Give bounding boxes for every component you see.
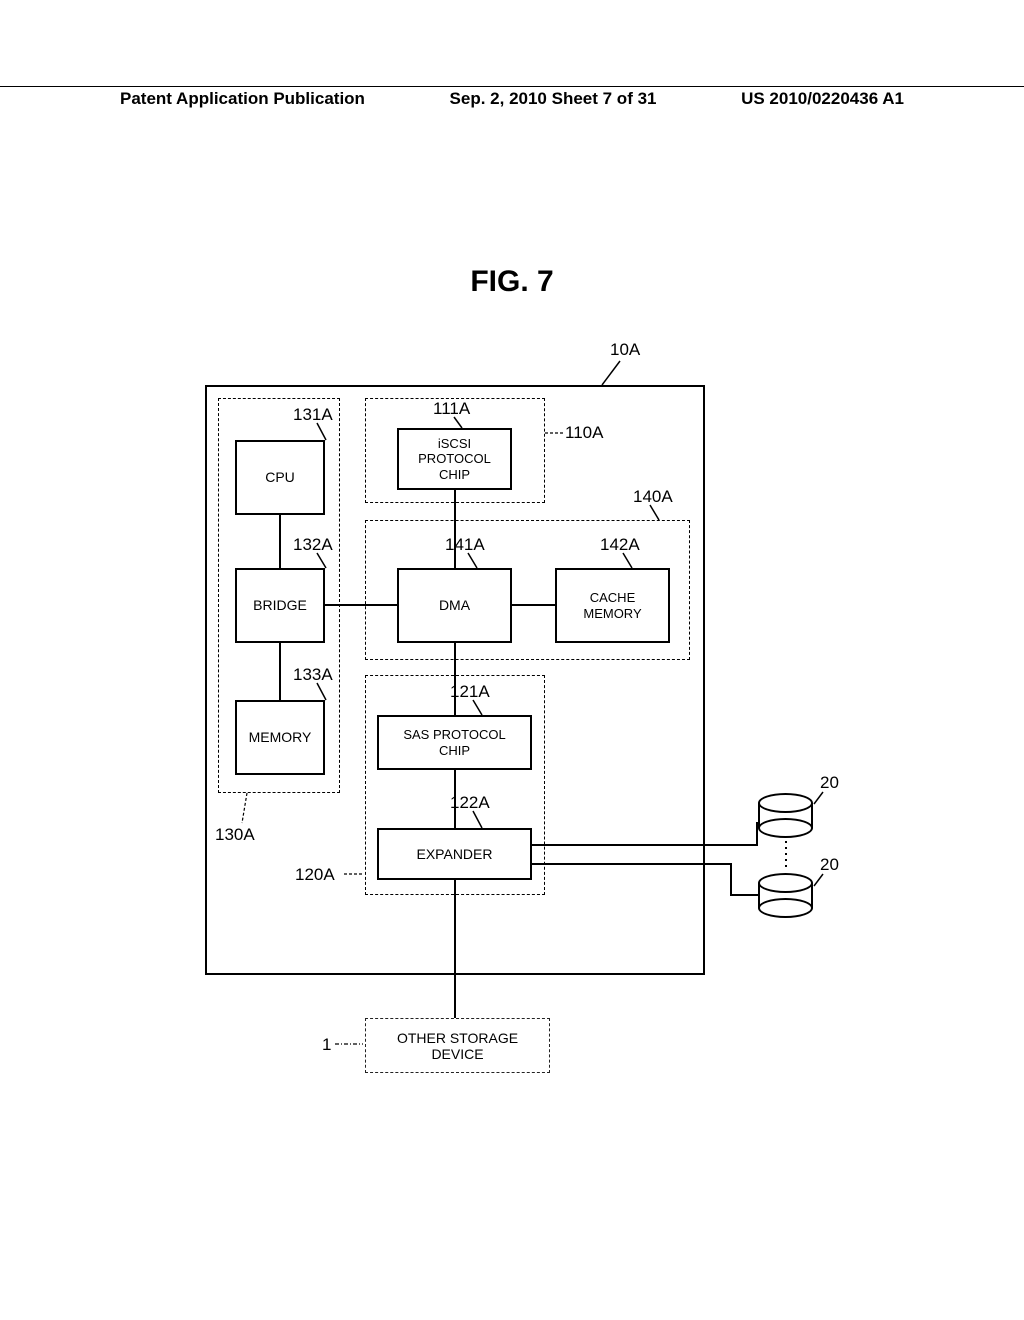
label-121A: 121A [450,682,490,702]
memory-text: MEMORY [249,729,312,746]
sas-text: SAS PROTOCOL CHIP [403,727,505,758]
line-exp-out-bot-v [730,863,732,896]
bridge-text: BRIDGE [253,597,307,614]
disk-dots [785,841,787,871]
line-bridge-dma [325,604,397,606]
leader-131A [314,423,334,443]
cache-box: CACHE MEMORY [555,568,670,643]
leader-1 [335,1043,365,1045]
diagram-area: 10A CPU 131A BRIDGE 132A MEMORY 133A 130… [0,335,1024,1135]
line-sas-expander [454,770,456,828]
leader-140A [645,505,665,523]
expander-box: EXPANDER [377,828,532,880]
iscsi-text: iSCSI PROTOCOL CHIP [418,436,491,483]
cpu-text: CPU [265,469,295,486]
label-132A: 132A [293,535,333,555]
leader-142A [620,553,640,571]
label-140A: 140A [633,487,673,507]
label-1: 1 [322,1035,331,1055]
leader-130A [240,793,260,825]
memory-box: MEMORY [235,700,325,775]
label-110A: 110A [565,423,603,443]
line-cpu-bridge [279,515,281,568]
leader-10A [600,361,640,391]
leader-122A [470,811,490,831]
cache-text: CACHE MEMORY [583,590,641,621]
header-left: Patent Application Publication [120,89,365,109]
expander-text: EXPANDER [417,846,493,863]
cpu-box: CPU [235,440,325,515]
header-right: US 2010/0220436 A1 [741,89,904,109]
label-20-top: 20 [820,773,839,793]
leader-20t [812,792,827,807]
other-storage-box: OTHER STORAGE DEVICE [365,1018,550,1073]
iscsi-box: iSCSI PROTOCOL CHIP [397,428,512,490]
line-bridge-memory [279,643,281,700]
line-iscsi-dma [454,490,456,568]
leader-20b [812,874,827,889]
label-120A: 120A [295,865,335,885]
leader-111A [450,417,465,429]
line-exp-out-bot [532,863,732,865]
header-center: Sep. 2, 2010 Sheet 7 of 31 [450,89,657,109]
page-header: Patent Application Publication Sep. 2, 2… [0,86,1024,109]
label-142A: 142A [600,535,640,555]
dma-box: DMA [397,568,512,643]
label-141A: 141A [445,535,485,555]
leader-121A [470,700,490,718]
line-exp-down [454,880,456,1018]
leader-132A [314,553,334,571]
line-dma-cache [512,604,555,606]
label-131A: 131A [293,405,333,425]
sas-box: SAS PROTOCOL CHIP [377,715,532,770]
label-10A: 10A [610,340,640,360]
leader-141A [465,553,485,571]
leader-133A [314,683,334,703]
leader-120A [344,873,366,875]
label-111A: 111A [433,399,470,419]
disk-2 [758,873,813,918]
dma-text: DMA [439,597,470,614]
figure-title: FIG. 7 [470,265,553,299]
label-133A: 133A [293,665,333,685]
line-dma-sas [454,643,456,715]
line-exp-out-bot-h2 [730,894,758,896]
other-storage-text: OTHER STORAGE DEVICE [397,1030,518,1062]
leader-110A [545,432,565,434]
disk-1 [758,793,813,838]
bridge-box: BRIDGE [235,568,325,643]
label-20-bot: 20 [820,855,839,875]
line-exp-out-top [532,844,758,846]
label-130A: 130A [215,825,255,845]
